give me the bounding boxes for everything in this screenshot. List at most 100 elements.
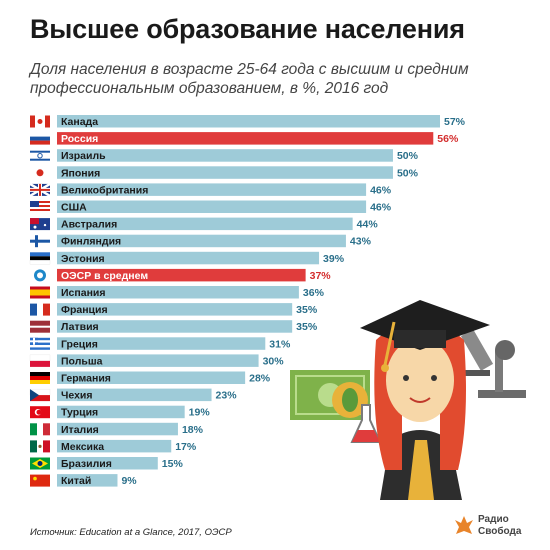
bar-row: Польша 30%	[29, 354, 285, 367]
bar-row: Бразилия 15%	[30, 457, 183, 470]
value-label: 37%	[310, 270, 332, 282]
graduation-cap-icon	[360, 300, 490, 372]
canada-flag	[30, 115, 50, 128]
value-label: 23%	[216, 390, 238, 402]
value-label: 44%	[357, 219, 379, 231]
category-label: Бразилия	[61, 458, 112, 470]
italy-flag	[30, 423, 50, 436]
australia-flag	[30, 218, 50, 231]
value-label: 36%	[303, 287, 325, 299]
bar-row: Эстония 39%	[29, 251, 345, 265]
bar-chart: Канада 57% Россия 56% Израиль 50% Япония 50% Вел…	[29, 115, 466, 487]
latvia-flag	[30, 320, 50, 333]
category-label: США	[61, 202, 87, 214]
category-label: Финляндия	[61, 236, 121, 248]
bar	[57, 388, 212, 402]
germany-flag	[30, 372, 50, 384]
bar-row: Канада 57%	[30, 115, 466, 128]
bar	[57, 337, 266, 350]
value-label: 28%	[249, 373, 271, 385]
value-label: 43%	[350, 236, 372, 248]
bar-row: Чехия 23%	[29, 388, 238, 402]
brazil-flag	[30, 457, 50, 470]
bar	[57, 474, 118, 487]
category-label: ОЭСР в среднем	[61, 270, 148, 282]
bar	[57, 268, 306, 282]
value-label: 35%	[296, 321, 318, 333]
category-label: Италия	[61, 424, 99, 436]
value-label: 9%	[121, 475, 137, 487]
value-label: 17%	[175, 441, 197, 453]
logo-line2: Свобода	[478, 526, 522, 537]
poland-flag	[29, 354, 51, 367]
chart-subtitle: Доля населения в возрасте 25-64 года с в…	[30, 61, 469, 97]
bar-row: Китай 9%	[30, 474, 137, 487]
bar	[57, 371, 246, 384]
bar	[57, 217, 353, 231]
category-label: Польша	[61, 355, 103, 367]
bar-row: США 46%	[30, 200, 392, 214]
category-label: Россия	[61, 133, 98, 145]
bar	[57, 439, 172, 453]
radio-svoboda-logo: Радио Свобода	[454, 513, 544, 543]
face	[386, 338, 454, 422]
bar	[57, 303, 293, 316]
estonia-flag	[29, 252, 51, 265]
value-label: 35%	[296, 304, 318, 316]
bar	[57, 132, 434, 145]
logo-line1: Радио	[478, 514, 509, 525]
mexico-flag	[30, 440, 50, 453]
czech-flag	[29, 388, 51, 402]
oecd-icon	[34, 269, 46, 282]
bar	[57, 234, 346, 248]
category-label: Япония	[61, 167, 100, 179]
bar-row: Россия 56%	[30, 132, 459, 145]
bar	[57, 457, 158, 470]
bar	[57, 149, 393, 162]
bar-row: ОЭСР в среднем 37%	[34, 268, 332, 282]
category-label: Германия	[61, 373, 111, 385]
israel-flag	[30, 149, 50, 162]
bar-row: Германия 28%	[30, 371, 271, 385]
category-label: Франция	[61, 304, 108, 316]
value-label: 50%	[397, 150, 419, 162]
finland-flag	[30, 235, 50, 248]
bar-row: Великобритания 46%	[29, 182, 392, 197]
bar	[57, 405, 185, 419]
value-label: 46%	[370, 184, 392, 196]
spain-flag	[30, 286, 50, 299]
bar	[57, 200, 367, 213]
chart-title: Высшее образование населения	[30, 14, 465, 44]
bar-row: Израиль 50%	[30, 149, 419, 162]
flame-icon	[455, 516, 473, 534]
france-flag	[30, 303, 50, 316]
value-label: 31%	[269, 338, 291, 350]
value-label: 56%	[437, 133, 459, 145]
bar	[57, 183, 367, 196]
greece-flag	[30, 337, 50, 350]
bar-row: Турция 19%	[30, 405, 210, 419]
category-label: Китай	[61, 475, 91, 487]
source-note: Источник: Education at a Glance, 2017, О…	[30, 527, 232, 538]
bar-row: Мексика 17%	[30, 439, 197, 453]
bar	[57, 251, 320, 265]
value-label: 46%	[370, 202, 392, 214]
category-label: Великобритания	[61, 184, 148, 196]
value-label: 18%	[182, 424, 204, 436]
usa-flag	[30, 201, 50, 213]
bar	[57, 286, 299, 299]
russia-flag	[30, 132, 50, 145]
category-label: Латвия	[61, 321, 99, 333]
value-label: 57%	[444, 116, 466, 128]
bar	[57, 422, 178, 436]
bar	[57, 115, 440, 128]
category-label: Греция	[61, 338, 98, 350]
bar-row: Латвия 35%	[30, 320, 318, 333]
uk-flag	[29, 182, 51, 197]
category-label: Чехия	[61, 390, 93, 402]
value-label: 15%	[162, 458, 184, 470]
microscope-icon	[460, 329, 526, 398]
turkey-flag	[30, 406, 50, 419]
japan-flag	[30, 166, 50, 179]
value-label: 30%	[263, 355, 285, 367]
